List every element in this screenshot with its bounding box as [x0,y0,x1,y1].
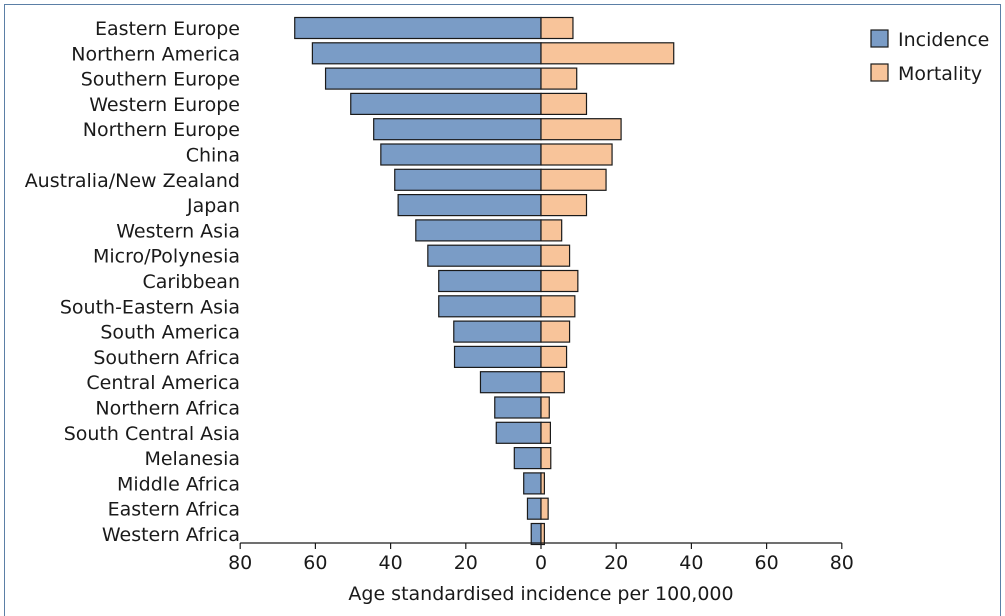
category-label-caribbean: Caribbean [143,271,241,293]
category-label-central-america: Central America [86,372,240,394]
incidence-bar-south-america [453,320,542,343]
incidence-bar-caribbean [438,269,542,293]
incidence-bar-southern-africa [453,345,542,368]
category-label-western-africa: Western Africa [102,524,240,546]
category-label-western-europe: Western Europe [89,94,240,116]
incidence-bar-western-europe [350,92,542,116]
mortality-bar-northern-america [540,42,675,65]
mortality-bar-western-europe [540,92,588,116]
mortality-bar-melanesia [540,447,552,470]
category-label-japan: Japan [186,195,240,217]
category-label-south-eastern-asia: South-Eastern Asia [60,296,240,318]
category-label-south-america: South America [100,322,240,344]
incidence-bar-china [380,143,542,166]
category-labels: Eastern Europe Northern America Southern E… [25,18,240,546]
incidence-bar-middle-africa [523,472,542,495]
category-label-southern-africa: Southern Africa [93,347,240,369]
mortality-bar-eastern-europe [540,16,574,40]
x-tick-label-2: 40 [379,552,403,574]
category-label-melanesia: Melanesia [144,448,240,470]
legend-swatch-mortality [870,63,889,82]
category-label-northern-america: Northern America [71,43,240,65]
mortality-bar-australia-new-zealand [540,168,607,191]
incidence-bar-northern-america [311,42,542,65]
incidence-bar-central-america [479,371,542,394]
incidence-bar-southern-europe [324,67,542,90]
mortality-bar-middle-africa [540,472,545,495]
category-label-southern-europe: Southern Europe [81,69,240,91]
mortality-bar-south-eastern-asia [540,295,576,318]
incidence-bar-northern-europe [373,118,542,141]
incidence-bar-western-africa [530,522,542,546]
x-tick-label-6: 40 [679,552,703,574]
mortality-bar-south-america [540,320,571,343]
legend-item-mortality: Mortality [870,63,982,85]
x-tick-label-7: 60 [755,552,779,574]
x-tick-label-0: 80 [228,552,252,574]
legend-label-incidence: Incidence [898,29,989,51]
mortality-bars [540,16,675,546]
x-tick-label-3: 20 [454,552,478,574]
incidence-bar-south-eastern-asia [438,295,542,318]
x-tick-label-4: 0 [535,552,547,574]
mortality-bar-northern-europe [540,118,622,141]
category-label-micro-polynesia: Micro/Polynesia [93,246,240,268]
mortality-bar-south-central-asia [540,421,551,444]
category-label-eastern-europe: Eastern Europe [95,18,240,40]
category-label-china: China [186,145,240,167]
incidence-bar-australia-new-zealand [394,168,542,191]
x-tick-label-5: 20 [604,552,628,574]
mortality-bar-central-america [540,371,565,394]
mortality-bar-western-asia [540,219,563,242]
mortality-bar-western-africa [540,522,545,546]
category-label-south-central-asia: South Central Asia [64,423,240,445]
incidence-bar-northern-africa [494,396,542,419]
x-tick-label-8: 80 [830,552,854,574]
category-label-middle-africa: Middle Africa [117,473,240,495]
x-tick-label-1: 60 [303,552,327,574]
incidence-bars [294,16,542,546]
category-label-western-asia: Western Asia [116,220,240,242]
category-label-northern-europe: Northern Europe [83,119,240,141]
incidence-bar-western-asia [415,219,542,242]
mortality-bar-northern-africa [540,396,550,419]
incidence-bar-micro-polynesia [427,244,542,267]
legend-label-mortality: Mortality [898,63,982,85]
mortality-bar-southern-africa [540,345,568,368]
mortality-bar-caribbean [540,269,579,293]
category-label-australia-new-zealand: Australia/New Zealand [25,170,240,192]
incidence-bar-japan [397,194,542,217]
incidence-bar-eastern-africa [526,497,542,520]
x-axis: 80 60 40 20 0 20 40 60 80 [228,542,854,574]
mortality-bar-china [540,143,613,166]
incidence-bar-south-central-asia [495,421,542,444]
mortality-bar-japan [540,194,588,217]
category-label-eastern-africa: Eastern Africa [108,499,240,521]
mortality-bar-southern-europe [540,67,578,90]
incidence-bar-melanesia [513,447,542,470]
category-label-northern-africa: Northern Africa [95,398,240,420]
x-axis-label: Age standardised incidence per 100,000 [348,583,733,605]
legend-item-incidence: Incidence [870,29,989,51]
mortality-bar-micro-polynesia [540,244,571,267]
legend: Incidence Mortality [870,29,989,85]
mortality-bar-eastern-africa [540,497,549,520]
chart-frame [4,4,1001,616]
legend-swatch-incidence [870,29,889,48]
incidence-bar-eastern-europe [294,16,542,40]
